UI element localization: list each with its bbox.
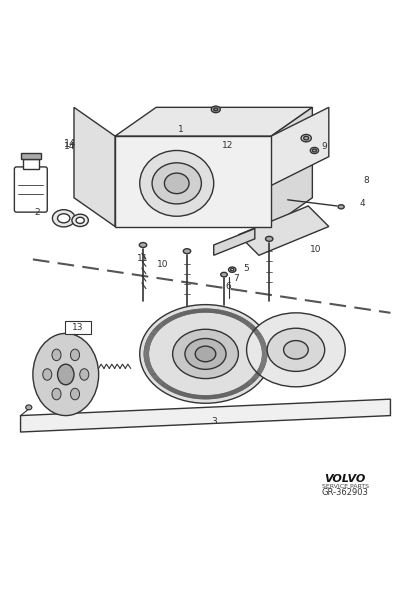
Ellipse shape [304,136,309,140]
Ellipse shape [139,243,147,248]
Ellipse shape [71,349,79,361]
Ellipse shape [211,106,220,112]
Ellipse shape [72,214,88,227]
Polygon shape [21,399,390,432]
Text: 10: 10 [157,260,169,269]
Text: 8: 8 [364,175,369,185]
Ellipse shape [301,135,312,142]
Text: 14: 14 [64,139,76,149]
Ellipse shape [80,369,89,380]
Ellipse shape [231,269,234,271]
Text: 7: 7 [233,274,239,283]
Polygon shape [214,228,255,255]
Ellipse shape [33,334,99,415]
Ellipse shape [58,364,74,385]
Ellipse shape [53,210,75,227]
Ellipse shape [71,388,79,400]
Ellipse shape [338,205,344,209]
Text: GR-362903: GR-362903 [322,489,369,498]
Ellipse shape [312,149,316,152]
Text: 10: 10 [310,245,322,254]
Ellipse shape [26,405,32,410]
Ellipse shape [43,369,52,380]
Ellipse shape [310,147,319,154]
Ellipse shape [173,329,238,379]
Bar [115,136,271,227]
Ellipse shape [284,341,308,359]
Polygon shape [74,108,115,227]
Text: 5: 5 [244,264,249,273]
Ellipse shape [52,388,61,400]
Text: 13: 13 [72,323,84,332]
FancyBboxPatch shape [14,167,47,212]
Ellipse shape [247,313,345,387]
Text: 4: 4 [360,200,365,209]
Text: 11: 11 [136,254,148,263]
Polygon shape [115,108,312,136]
Ellipse shape [267,328,325,371]
Ellipse shape [52,349,61,361]
Ellipse shape [140,305,271,403]
Ellipse shape [185,338,226,370]
Text: 2: 2 [34,207,40,216]
Text: 1: 1 [178,126,184,135]
Ellipse shape [164,173,189,194]
Ellipse shape [152,163,201,204]
Ellipse shape [195,346,216,362]
Ellipse shape [58,214,70,223]
Text: VOLVO: VOLVO [325,474,366,484]
Bar [21,153,41,159]
Bar [23,159,39,169]
Text: SERVICE PARTS: SERVICE PARTS [322,484,369,489]
Ellipse shape [229,267,236,272]
Polygon shape [271,108,329,186]
Ellipse shape [183,249,191,254]
Ellipse shape [76,218,84,224]
Text: 3: 3 [211,417,217,426]
Text: 14: 14 [64,142,75,151]
Polygon shape [238,206,329,255]
Polygon shape [271,108,312,227]
Ellipse shape [266,236,273,242]
FancyBboxPatch shape [65,321,91,334]
Ellipse shape [221,272,227,277]
Text: 12: 12 [222,141,233,150]
Text: 6: 6 [225,282,231,291]
Ellipse shape [140,150,214,216]
Text: 9: 9 [322,142,328,151]
Ellipse shape [214,108,218,111]
